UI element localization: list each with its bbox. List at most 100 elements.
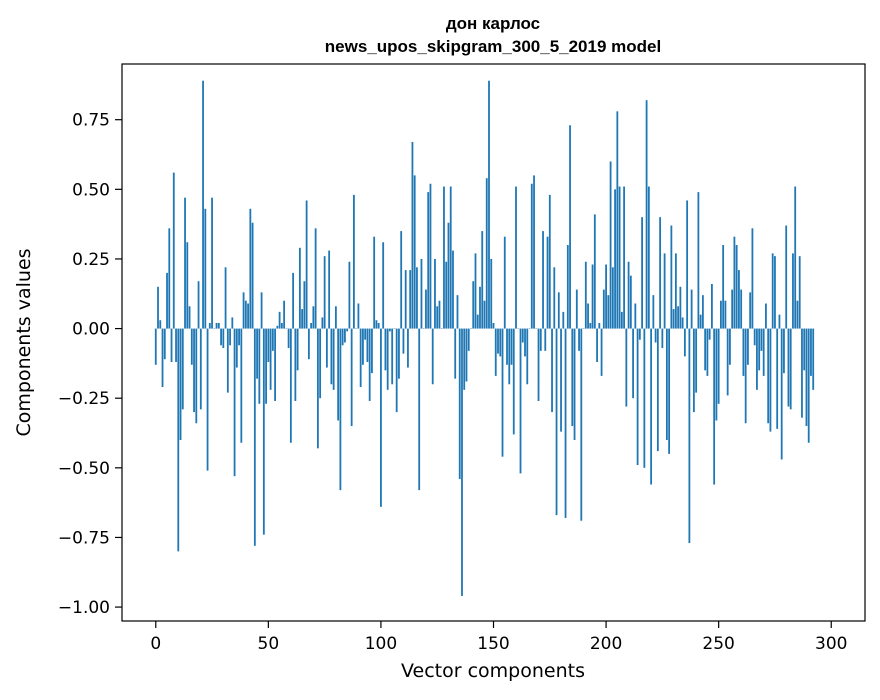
bar	[718, 329, 720, 404]
bar	[661, 329, 663, 349]
bar	[191, 329, 193, 365]
bar	[400, 231, 402, 328]
x-tick-label: 0	[150, 634, 161, 654]
bar	[436, 306, 438, 328]
bar	[587, 304, 589, 329]
bar	[533, 175, 535, 328]
bar	[385, 329, 387, 371]
bar	[797, 301, 799, 329]
bar	[592, 265, 594, 329]
bar	[812, 329, 814, 390]
bar	[794, 187, 796, 329]
bar	[688, 329, 690, 543]
bar	[549, 195, 551, 329]
bar	[166, 273, 168, 329]
bar	[173, 173, 175, 329]
bar	[412, 142, 414, 329]
bar	[376, 320, 378, 328]
bar	[792, 253, 794, 328]
bar	[209, 323, 211, 329]
bar	[328, 251, 330, 329]
bar	[524, 329, 526, 357]
bar	[486, 178, 488, 328]
bar	[290, 329, 292, 443]
y-tick-label: −0.25	[58, 389, 110, 409]
bar	[781, 329, 783, 460]
bar	[695, 329, 697, 393]
bar	[427, 192, 429, 328]
bar	[371, 329, 373, 374]
x-tick-label: 150	[477, 634, 509, 654]
bar	[607, 295, 609, 328]
bar	[452, 251, 454, 329]
bar	[236, 329, 238, 368]
bar	[490, 259, 492, 329]
bar	[711, 284, 713, 329]
bar	[171, 329, 173, 362]
bar	[648, 187, 650, 329]
bar	[738, 270, 740, 328]
bar	[675, 253, 677, 328]
bar	[740, 290, 742, 329]
bar	[810, 329, 812, 376]
y-tick-label: 0.50	[72, 180, 110, 200]
bar	[745, 329, 747, 424]
bar	[299, 248, 301, 329]
bar	[770, 329, 772, 432]
bar	[155, 329, 157, 365]
bar	[747, 329, 749, 365]
bar	[450, 187, 452, 329]
bar	[610, 161, 612, 328]
bar	[353, 195, 355, 329]
bar	[511, 329, 513, 365]
bar	[801, 329, 803, 418]
bar	[326, 329, 328, 368]
bar	[508, 329, 510, 385]
bar	[220, 329, 222, 346]
bar	[245, 301, 247, 329]
bar	[477, 315, 479, 329]
bar	[502, 329, 504, 457]
bar	[254, 329, 256, 546]
bar	[445, 262, 447, 329]
bar	[803, 329, 805, 371]
y-tick-label: −0.75	[58, 528, 110, 548]
bar	[202, 81, 204, 329]
bar	[693, 329, 695, 413]
bar	[499, 329, 501, 357]
y-tick-label: 0.00	[72, 320, 110, 340]
bar	[405, 270, 407, 328]
bar	[315, 228, 317, 328]
x-tick-label: 250	[702, 634, 734, 654]
bars-group	[155, 81, 814, 596]
bar	[358, 304, 360, 329]
bar	[495, 329, 497, 376]
bar	[765, 304, 767, 329]
bar	[337, 329, 339, 421]
bar	[195, 329, 197, 424]
bar	[367, 329, 369, 362]
bar	[211, 198, 213, 329]
bar	[340, 329, 342, 491]
bar	[531, 184, 533, 329]
bar	[344, 329, 346, 343]
bar	[752, 228, 754, 328]
bar	[767, 329, 769, 424]
bar	[308, 329, 310, 360]
bar	[682, 317, 684, 328]
bar	[731, 290, 733, 329]
y-tick-label: −0.50	[58, 459, 110, 479]
bar	[360, 329, 362, 387]
bar	[324, 256, 326, 328]
bar	[704, 329, 706, 371]
bar	[646, 100, 648, 328]
bar	[479, 287, 481, 329]
bar	[186, 242, 188, 328]
bar	[430, 184, 432, 329]
bar	[713, 329, 715, 485]
bar	[522, 329, 524, 343]
bar	[310, 323, 312, 329]
bar	[677, 306, 679, 328]
bar	[274, 329, 276, 401]
bar	[200, 329, 202, 410]
